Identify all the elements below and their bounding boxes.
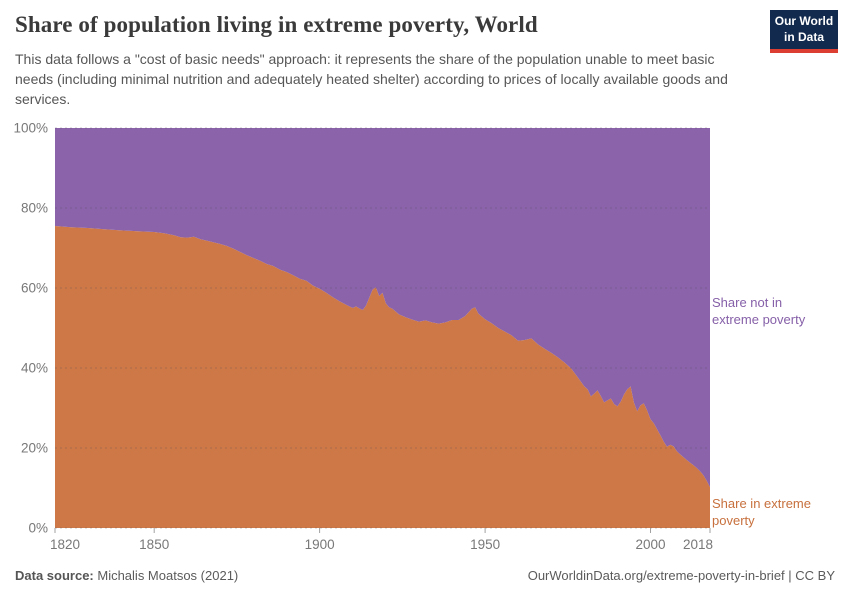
y-axis-tick-label: 20% (21, 441, 48, 456)
y-axis-tick-label: 100% (13, 121, 48, 136)
y-axis-tick-label: 60% (21, 281, 48, 296)
footer: Data source: Michalis Moatsos (2021) Our… (15, 568, 835, 583)
x-axis-tick-label: 1820 (50, 537, 80, 552)
x-axis-tick-label: 1850 (139, 537, 169, 552)
area-share-in-extreme-poverty (55, 226, 710, 528)
owid-logo: Our World in Data (770, 10, 838, 54)
area-share-not-in-extreme-poverty (55, 128, 710, 488)
footer-link[interactable]: OurWorldinData.org/extreme-poverty-in-br… (527, 568, 835, 583)
series-label-in-poverty: Share in extreme poverty (712, 496, 811, 528)
x-axis-tick-label: 1950 (470, 537, 500, 552)
x-axis-tick-label: 2018 (683, 537, 713, 552)
y-axis-tick-label: 80% (21, 201, 48, 216)
page-title: Share of population living in extreme po… (15, 12, 538, 37)
x-axis-tick-label: 1900 (305, 537, 335, 552)
data-source-label: Data source: (15, 568, 94, 583)
data-source-value: Michalis Moatsos (2021) (93, 568, 239, 583)
data-source: Data source: Michalis Moatsos (2021) (15, 568, 238, 583)
y-axis-tick-label: 40% (21, 361, 48, 376)
chart-subtitle: This data follows a "cost of basic needs… (15, 51, 728, 107)
x-axis-tick-label: 2000 (635, 537, 665, 552)
series-label-not-in-poverty: Share not in extreme poverty (712, 295, 806, 327)
y-axis-tick-label: 0% (28, 521, 48, 536)
